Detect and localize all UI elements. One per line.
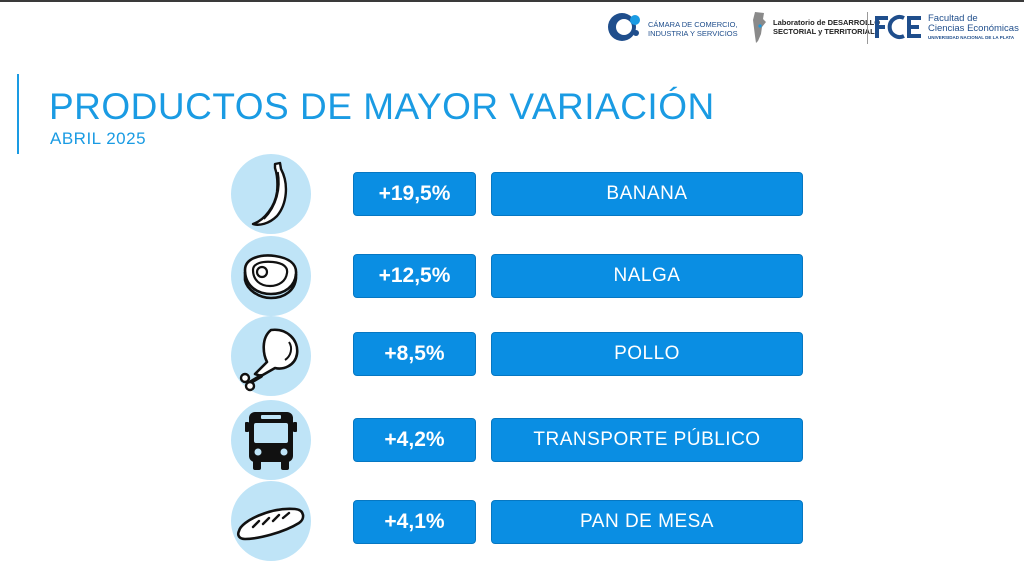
logo-bar: CÁMARA DE COMERCIO, INDUSTRIA Y SERVICIO… bbox=[606, 10, 1021, 46]
variation-badge: +12,5% bbox=[353, 254, 476, 298]
icon-circle bbox=[231, 400, 311, 480]
product-name: PAN DE MESA bbox=[491, 500, 803, 544]
icon-circle bbox=[231, 154, 311, 234]
camara-logo: CÁMARA DE COMERCIO, INDUSTRIA Y SERVICIO… bbox=[606, 10, 738, 46]
page-subtitle: ABRIL 2025 bbox=[50, 129, 147, 148]
camara-logo-line1: CÁMARA DE COMERCIO, bbox=[648, 20, 738, 29]
laboratorio-logo-line1: Laboratorio de DESARROLLO bbox=[773, 18, 881, 27]
icon-circle bbox=[231, 316, 311, 396]
title-accent-bar bbox=[17, 74, 19, 154]
facultad-logo-line2: Ciencias Económicas bbox=[928, 23, 1019, 34]
logo-separator bbox=[867, 12, 868, 44]
steak-icon bbox=[243, 254, 298, 300]
product-row: +4,2% TRANSPORTE PÚBLICO bbox=[0, 400, 1024, 480]
chicken-leg-icon bbox=[239, 328, 299, 392]
product-row: +19,5% BANANA bbox=[0, 154, 1024, 234]
camara-logo-line2: INDUSTRIA Y SERVICIOS bbox=[648, 28, 738, 38]
banana-icon bbox=[251, 161, 288, 226]
laboratorio-logo: Laboratorio de DESARROLLO SECTORIAL y TE… bbox=[749, 10, 880, 46]
product-name: TRANSPORTE PÚBLICO bbox=[491, 418, 803, 462]
product-name: POLLO bbox=[491, 332, 803, 376]
variation-badge: +8,5% bbox=[353, 332, 476, 376]
camara-logo-icon bbox=[608, 13, 640, 41]
argentina-map-icon bbox=[753, 12, 766, 43]
product-name: NALGA bbox=[491, 254, 803, 298]
variation-badge: +19,5% bbox=[353, 172, 476, 216]
product-name: BANANA bbox=[491, 172, 803, 216]
bread-icon bbox=[236, 507, 305, 541]
bus-icon bbox=[245, 412, 297, 470]
product-row: +12,5% NALGA bbox=[0, 236, 1024, 316]
product-row: +4,1% PAN DE MESA bbox=[0, 481, 1024, 561]
facultad-logo-line3: UNIVERSIDAD NACIONAL DE LA PLATA bbox=[928, 35, 1015, 40]
product-row: +8,5% POLLO bbox=[0, 316, 1024, 396]
facultad-logo-line1: Facultad de bbox=[928, 13, 978, 24]
fce-logo-icon bbox=[875, 15, 921, 39]
top-divider bbox=[0, 0, 1024, 2]
page-title: PRODUCTOS DE MAYOR VARIACIÓN bbox=[49, 86, 715, 127]
facultad-logo: Facultad de Ciencias Económicas UNIVERSI… bbox=[874, 10, 1021, 46]
laboratorio-logo-line2: SECTORIAL y TERRITORIAL bbox=[773, 26, 875, 36]
icon-circle bbox=[231, 236, 311, 316]
variation-badge: +4,1% bbox=[353, 500, 476, 544]
icon-circle bbox=[231, 481, 311, 561]
variation-badge: +4,2% bbox=[353, 418, 476, 462]
